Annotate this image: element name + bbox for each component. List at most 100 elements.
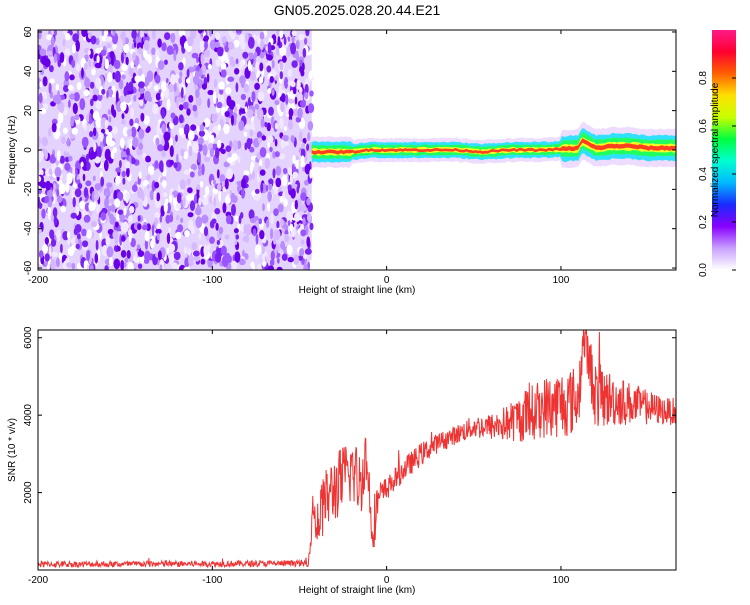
noise-speckle: [197, 169, 202, 177]
noise-speckle: [309, 169, 313, 179]
noise-speckle: [166, 78, 169, 83]
colorbar-label: Normalized spectral amplitude: [710, 82, 721, 217]
noise-speckle: [89, 81, 95, 89]
noise-speckle: [245, 32, 249, 43]
noise-speckle: [135, 35, 142, 45]
x-tick-label: -100: [202, 575, 222, 586]
noise-speckle: [89, 112, 92, 125]
noise-speckle: [46, 50, 53, 56]
noise-speckle: [266, 219, 270, 229]
noise-speckle: [307, 213, 312, 222]
noise-speckle: [254, 82, 260, 90]
noise-speckle: [215, 32, 221, 41]
noise-speckle: [203, 117, 211, 128]
noise-speckle: [242, 51, 249, 59]
noise-speckle: [249, 129, 254, 137]
noise-speckle: [137, 250, 145, 257]
noise-speckle: [170, 112, 176, 119]
noise-speckle: [74, 114, 80, 121]
noise-speckle: [48, 245, 52, 257]
noise-speckle: [187, 248, 192, 256]
noise-speckle: [150, 239, 155, 249]
noise-speckle: [287, 256, 294, 263]
noise-speckle: [257, 91, 265, 102]
noise-speckle: [292, 108, 299, 117]
noise-speckle: [290, 81, 296, 88]
noise-speckle: [186, 178, 191, 186]
noise-speckle: [239, 258, 246, 266]
noise-speckle: [230, 114, 235, 126]
noise-speckle: [214, 208, 221, 215]
noise-speckle: [75, 243, 80, 250]
noise-speckle: [240, 93, 246, 101]
noise-speckle: [271, 59, 275, 69]
colorbar: 0.0 0.2 0.4 0.6 0.8 Normalized spectral ampl…: [698, 30, 736, 277]
noise-speckle: [286, 46, 292, 57]
noise-speckle: [101, 88, 106, 95]
noise-speckle: [103, 188, 107, 197]
noise-speckle: [217, 46, 224, 57]
noise-speckle: [266, 54, 273, 61]
noise-speckle: [275, 177, 282, 188]
noise-speckle: [140, 112, 145, 122]
noise-speckle: [64, 156, 70, 163]
noise-speckle: [199, 40, 206, 52]
noise-speckle: [103, 159, 109, 172]
noise-speckle: [72, 102, 78, 115]
noise-speckle: [307, 132, 311, 141]
noise-speckle: [209, 236, 215, 244]
noise-speckle: [59, 155, 65, 164]
noise-speckle: [283, 126, 287, 132]
noise-speckle: [216, 101, 223, 109]
noise-speckle: [72, 43, 76, 54]
noise-speckle: [50, 239, 57, 247]
noise-speckle: [166, 232, 171, 244]
noise-speckle: [186, 108, 191, 116]
noise-speckle: [122, 221, 129, 233]
noise-speckle: [294, 199, 298, 210]
noise-speckle: [64, 71, 70, 82]
noise-speckle: [139, 99, 144, 107]
noise-speckle: [197, 151, 201, 163]
noise-speckle: [189, 171, 195, 178]
noise-speckle: [290, 188, 296, 199]
noise-speckle: [63, 151, 67, 158]
noise-speckle: [238, 215, 242, 225]
noise-speckle: [183, 126, 187, 135]
noise-speckle: [282, 141, 290, 147]
noise-speckle: [203, 226, 209, 237]
noise-speckle: [179, 179, 186, 190]
noise-speckle: [178, 114, 184, 124]
noise-speckle: [75, 168, 78, 178]
y-tick-label: 2000: [23, 481, 34, 504]
noise-speckle: [82, 240, 89, 248]
noise-speckle: [281, 174, 288, 187]
noise-speckle: [273, 229, 281, 241]
noise-speckle: [193, 254, 200, 262]
noise-speckle: [234, 68, 240, 75]
noise-speckle: [144, 231, 150, 242]
noise-speckle: [254, 51, 258, 58]
noise-speckle: [146, 126, 151, 133]
y-tick-label: -40: [23, 221, 34, 236]
noise-speckle: [199, 181, 204, 188]
noise-speckle: [215, 222, 219, 231]
noise-speckle: [81, 30, 88, 37]
noise-speckle: [226, 168, 233, 180]
noise-speckle: [137, 215, 141, 222]
noise-speckle: [229, 56, 234, 62]
noise-speckle: [250, 161, 255, 169]
noise-speckle: [95, 37, 100, 46]
noise-speckle: [108, 198, 116, 204]
noise-speckle: [207, 63, 213, 70]
noise-speckle: [42, 76, 48, 87]
noise-speckle: [267, 265, 275, 270]
noise-speckle: [85, 180, 92, 187]
noise-speckle: [187, 35, 194, 47]
noise-speckle: [187, 219, 194, 231]
noise-speckle: [281, 93, 286, 103]
noise-speckle: [212, 179, 217, 185]
noise-speckle: [241, 187, 245, 199]
noise-speckle: [93, 141, 97, 153]
